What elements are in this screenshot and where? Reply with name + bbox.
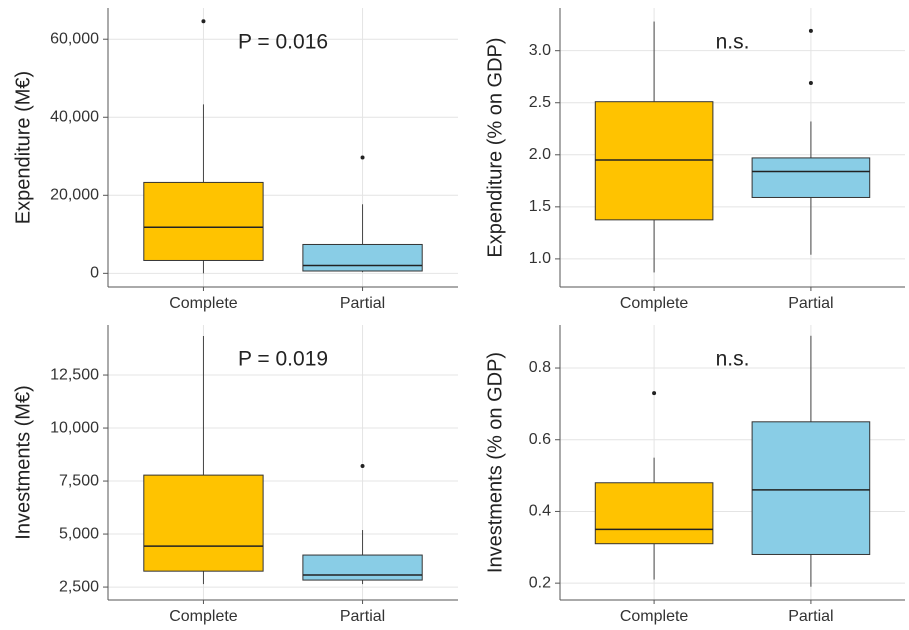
y-tick-label: 10,000 (50, 419, 99, 436)
y-axis-title: Investments (M€) (12, 385, 34, 539)
y-tick-label: 3.0 (529, 42, 551, 59)
y-tick-label: 7,500 (59, 472, 99, 489)
annotation: n.s. (716, 348, 750, 371)
annotation: P = 0.019 (238, 348, 328, 371)
annotation: n.s. (716, 31, 750, 54)
y-tick-label: 20,000 (50, 187, 99, 204)
outlier (652, 391, 657, 396)
x-tick-label: Complete (169, 295, 238, 312)
outlier (360, 155, 365, 160)
y-tick-label: 60,000 (50, 30, 99, 47)
box (751, 157, 871, 198)
y-tick-label: 1.0 (529, 250, 551, 267)
x-tick-label: Partial (788, 295, 833, 312)
y-tick-label: 0 (90, 265, 99, 282)
box (594, 482, 714, 545)
y-axis-title: Expenditure (% on GDP) (484, 37, 506, 257)
outlier (201, 19, 206, 24)
y-tick-label: 12,500 (50, 366, 99, 383)
y-tick-label: 2,500 (59, 578, 99, 595)
y-tick-label: 2.0 (529, 146, 551, 163)
y-tick-label: 1.5 (529, 198, 551, 215)
x-tick-label: Complete (620, 295, 689, 312)
y-tick-label: 0.2 (529, 574, 551, 591)
y-axis-title: Investments (% on GDP) (484, 352, 506, 573)
y-tick-label: 40,000 (50, 108, 99, 125)
y-tick-label: 0.8 (529, 359, 551, 376)
box (302, 243, 423, 272)
outlier (360, 463, 365, 468)
y-tick-label: 0.6 (529, 431, 551, 448)
y-tick-label: 0.4 (529, 503, 551, 520)
y-tick-label: 5,000 (59, 525, 99, 542)
x-tick-label: Partial (340, 608, 385, 625)
box (594, 101, 714, 221)
box (143, 181, 264, 261)
y-axis-title: Expenditure (M€) (12, 71, 34, 224)
box (143, 474, 264, 572)
box (302, 554, 423, 581)
outlier (808, 28, 813, 33)
outlier (808, 80, 813, 85)
x-tick-label: Partial (788, 608, 833, 625)
x-tick-label: Partial (340, 295, 385, 312)
box (751, 421, 871, 555)
x-tick-label: Complete (620, 608, 689, 625)
annotation: P = 0.016 (238, 31, 328, 54)
x-tick-label: Complete (169, 608, 238, 625)
y-tick-label: 2.5 (529, 94, 551, 111)
